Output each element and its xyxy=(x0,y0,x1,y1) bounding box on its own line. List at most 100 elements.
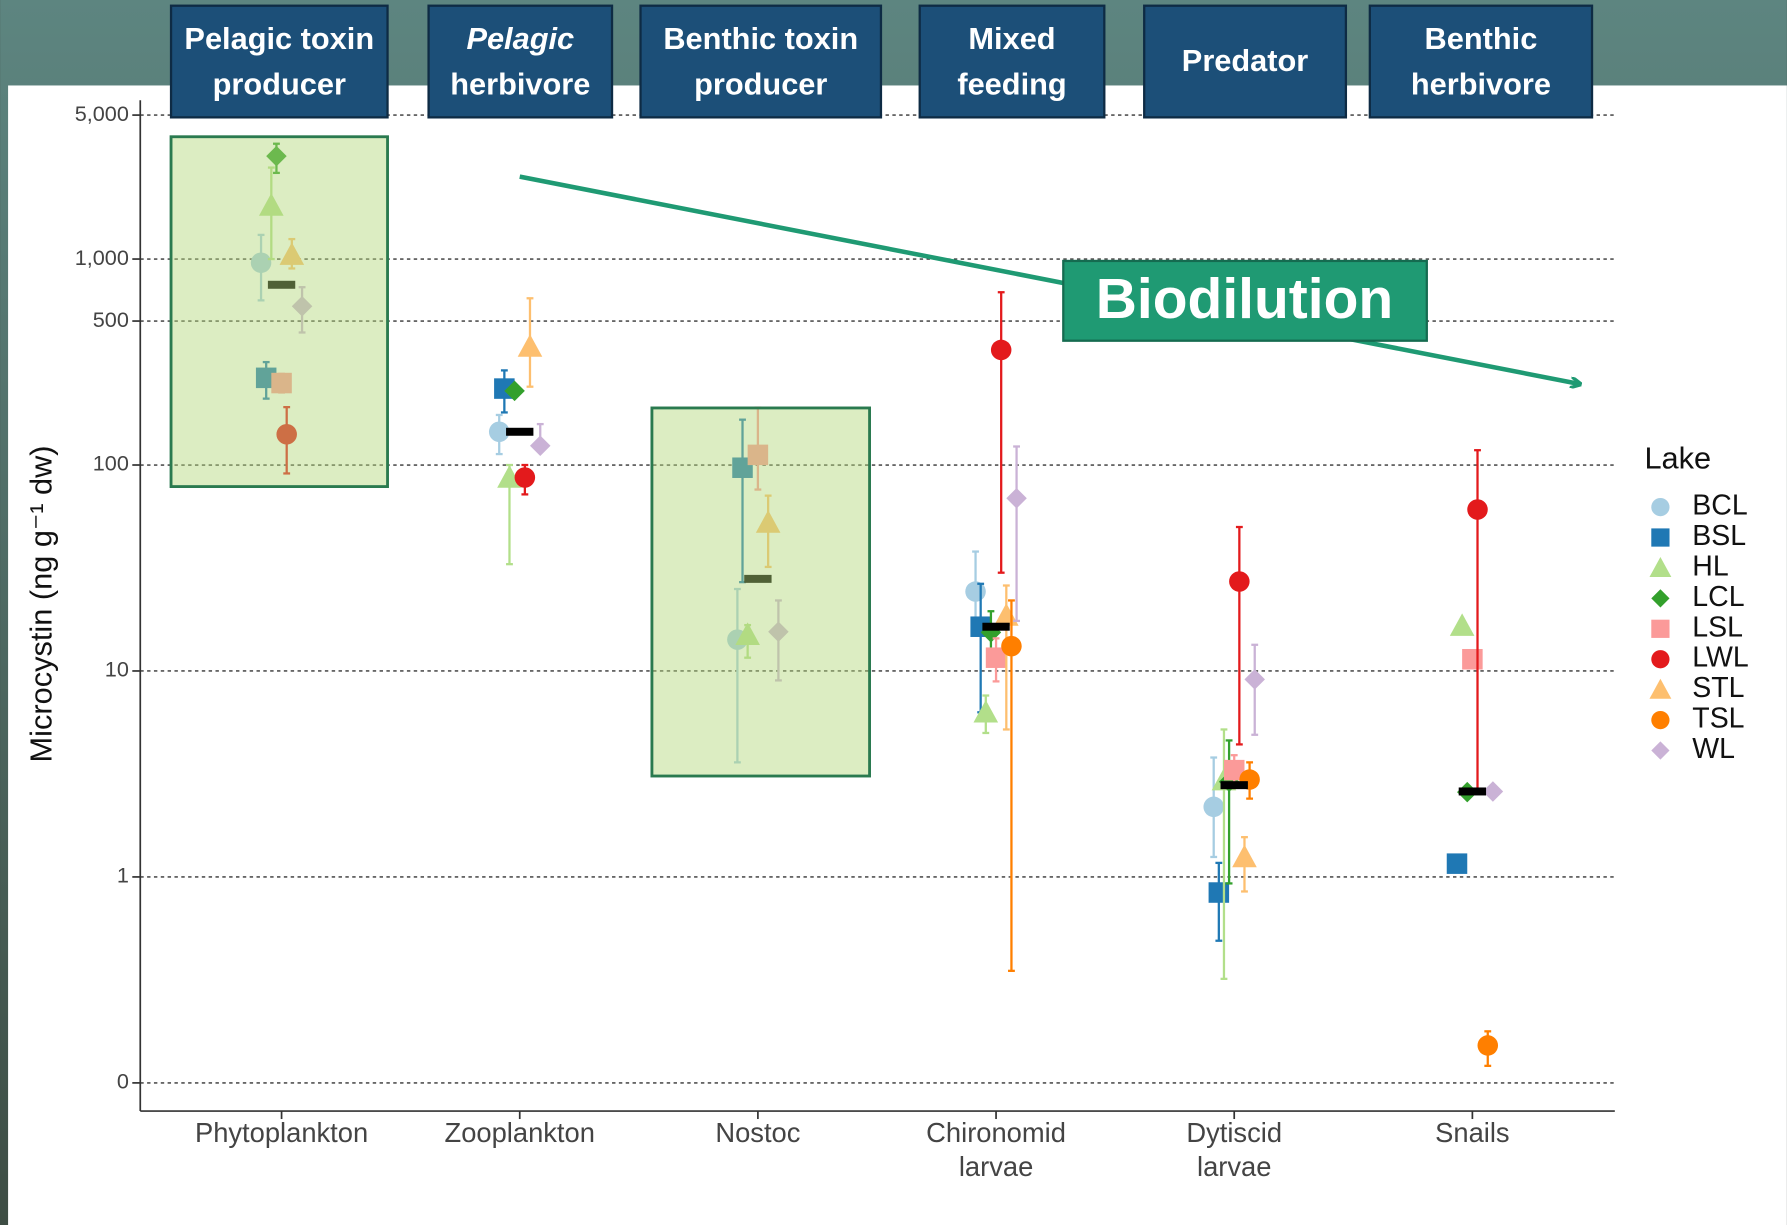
point xyxy=(990,339,1012,361)
point xyxy=(517,334,543,357)
header-text: herbivore xyxy=(1411,67,1551,102)
point xyxy=(1229,571,1250,592)
point xyxy=(514,467,536,488)
point xyxy=(1446,853,1468,874)
point xyxy=(1203,796,1224,818)
plot-panel xyxy=(8,85,1787,1225)
x-tick-label: Phytoplankton xyxy=(195,1117,368,1148)
x-tick-label: Zooplankton xyxy=(445,1117,595,1148)
highlight-box xyxy=(169,135,389,489)
legend-label: BSL xyxy=(1692,520,1746,552)
mean-mark xyxy=(1220,781,1248,790)
y-tick-label: 0 xyxy=(117,1069,129,1094)
point xyxy=(1223,759,1245,781)
legend-label: LCL xyxy=(1692,581,1744,613)
y-tick-label: 500 xyxy=(93,307,129,332)
point xyxy=(279,242,305,265)
annotation-box xyxy=(1062,259,1428,342)
point xyxy=(747,444,769,466)
annotation-arrow xyxy=(519,174,1580,384)
legend-label: WL xyxy=(1692,733,1735,765)
legend-swatch xyxy=(1651,619,1670,638)
x-tick-label: Snails xyxy=(1435,1117,1509,1148)
header-text: Benthic xyxy=(1425,21,1538,56)
legend-title: Lake xyxy=(1644,440,1711,475)
header-text: Pelagic toxin xyxy=(184,21,374,56)
legend-item: TSL xyxy=(1651,703,1745,735)
point xyxy=(1232,844,1257,868)
legend-label: BCL xyxy=(1692,490,1747,522)
mean-mark xyxy=(1458,787,1487,796)
point xyxy=(1477,1035,1499,1056)
point xyxy=(1006,487,1027,509)
x-tick-label: Chironomid larvae xyxy=(926,1117,1066,1182)
point xyxy=(1462,648,1483,670)
header-text: feeding xyxy=(957,67,1066,102)
legend-label: STL xyxy=(1692,672,1744,704)
point xyxy=(1482,781,1504,802)
mean-mark xyxy=(982,622,1010,631)
header-box xyxy=(918,4,1106,119)
y-tick-label: 5,000 xyxy=(75,101,129,126)
header-box xyxy=(169,4,389,119)
point xyxy=(529,435,551,457)
legend-label: LWL xyxy=(1692,642,1748,674)
header-box xyxy=(639,4,883,119)
legend-item: BCL xyxy=(1651,490,1748,522)
point xyxy=(1449,613,1475,636)
point xyxy=(259,193,284,216)
point xyxy=(1467,499,1488,520)
legend-item: LWL xyxy=(1651,642,1749,674)
y-tick-label: 1,000 xyxy=(75,245,129,270)
point xyxy=(985,647,1007,668)
mean-mark xyxy=(267,280,296,289)
point xyxy=(768,621,789,643)
legend-swatch xyxy=(1651,650,1670,669)
legend-item: BSL xyxy=(1651,520,1746,552)
point xyxy=(271,372,292,394)
y-tick-label: 1 xyxy=(117,863,129,888)
y-tick-label: 10 xyxy=(105,657,129,682)
legend-swatch xyxy=(1651,741,1670,760)
header-text: Benthic toxin xyxy=(663,21,858,56)
header-text: producer xyxy=(694,67,827,102)
legend-label: TSL xyxy=(1692,703,1744,735)
legend-swatch xyxy=(1651,528,1670,547)
point xyxy=(276,424,297,445)
point xyxy=(973,699,999,723)
x-tick-label: Dytiscid larvae xyxy=(1186,1117,1282,1182)
y-axis-label: Microcystin (ng g⁻¹ dw) xyxy=(24,445,59,762)
legend-item: WL xyxy=(1651,733,1735,765)
point xyxy=(488,421,510,443)
point xyxy=(1208,882,1230,903)
highlight-box xyxy=(650,406,871,778)
legend-label: HL xyxy=(1692,550,1728,582)
header-box xyxy=(1368,4,1594,119)
point xyxy=(497,465,522,488)
legend-item: LCL xyxy=(1651,581,1745,613)
header-text: Mixed xyxy=(968,21,1055,56)
legend-swatch xyxy=(1651,497,1670,517)
point xyxy=(250,252,272,273)
header-box xyxy=(427,4,614,119)
header-text: producer xyxy=(213,67,346,102)
point xyxy=(266,145,287,167)
mean-mark xyxy=(744,574,772,583)
annotation: Biodilution xyxy=(1096,267,1393,331)
legend-item: STL xyxy=(1649,672,1745,704)
point xyxy=(755,510,781,533)
legend-swatch xyxy=(1649,557,1672,578)
legend-swatch xyxy=(1651,589,1670,608)
header-text: herbivore xyxy=(450,67,590,102)
header-text: Pelagic xyxy=(466,21,574,56)
header-text: Predator xyxy=(1182,43,1308,78)
header-box xyxy=(1143,4,1348,119)
legend-swatch xyxy=(1649,678,1672,699)
y-tick-label: 100 xyxy=(93,451,129,476)
mean-mark xyxy=(506,427,534,436)
legend-item: HL xyxy=(1649,550,1729,582)
point xyxy=(1001,635,1022,657)
point xyxy=(735,622,760,645)
